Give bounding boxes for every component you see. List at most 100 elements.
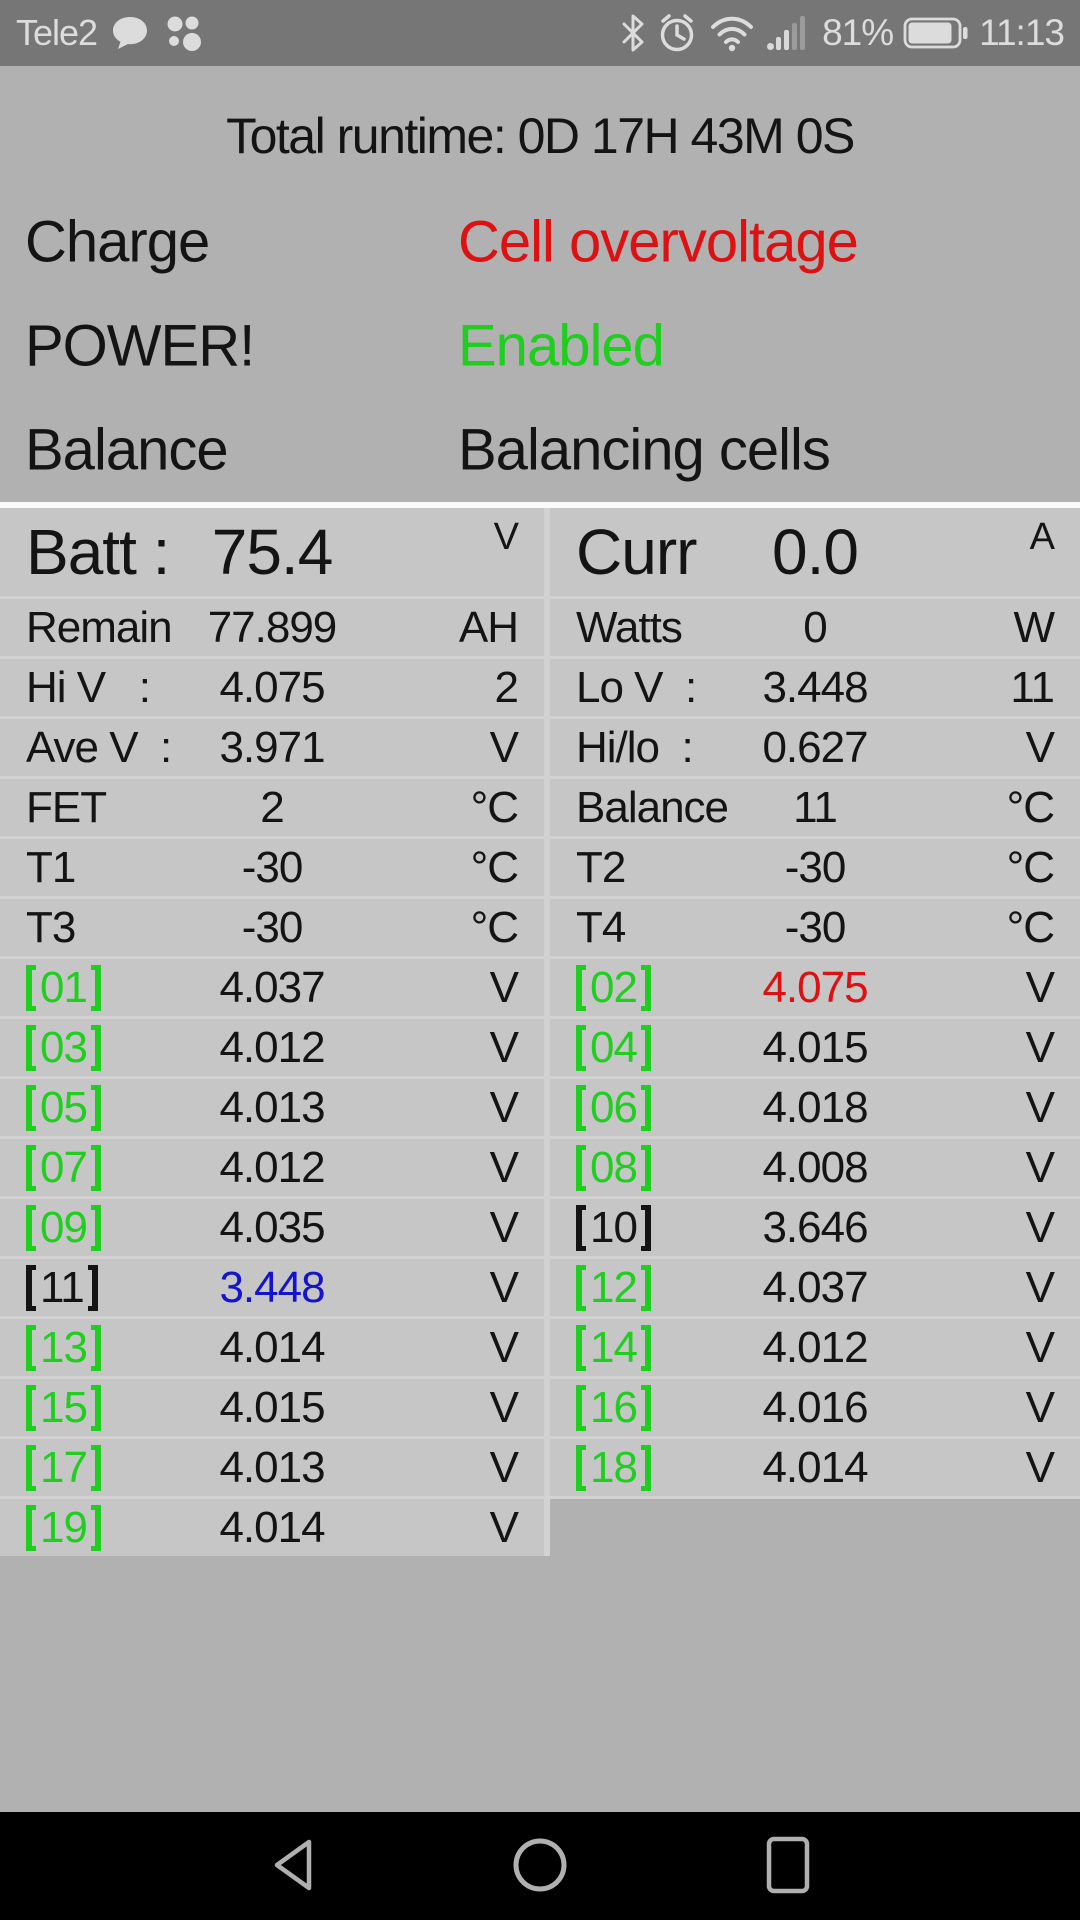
battery-cell-row: 07 4.012 V bbox=[0, 1139, 544, 1196]
cell-voltage-unit: V bbox=[1025, 1262, 1055, 1312]
cell-unit: °C bbox=[1006, 782, 1055, 832]
cell-label: Hi V : bbox=[26, 662, 151, 712]
left-bracket bbox=[576, 1024, 586, 1071]
cell-unit: W bbox=[1013, 602, 1055, 652]
cell-voltage-value: 4.008 bbox=[762, 1142, 868, 1192]
battery-cell-row: 02 4.075 V bbox=[550, 959, 1080, 1016]
right-bracket bbox=[90, 1084, 101, 1131]
cell-number-label: 06 bbox=[576, 1084, 651, 1131]
table-cell: T3 -30 °C bbox=[0, 899, 544, 956]
left-bracket bbox=[26, 1384, 36, 1431]
cell-voltage-unit: V bbox=[489, 962, 519, 1012]
left-bracket bbox=[26, 964, 36, 1011]
cell-number-label: 11 bbox=[26, 1264, 98, 1311]
back-icon bbox=[267, 1835, 317, 1898]
battery-cell-row: 17 4.013 V bbox=[0, 1439, 544, 1496]
table-cell: Ave V : 3.971 V bbox=[0, 719, 544, 776]
cell-unit: 11 bbox=[1010, 662, 1055, 712]
cell-value: 4.075 bbox=[219, 662, 325, 712]
cell-voltage-value: 4.014 bbox=[219, 1502, 325, 1552]
cell-value: 2 bbox=[260, 782, 285, 832]
cell-value: 77.899 bbox=[207, 602, 338, 652]
bms-data-table: Batt : 75.4 V Curr 0.0 A Remain 77.899 A… bbox=[0, 508, 1080, 1556]
table-cell: T4 -30 °C bbox=[550, 899, 1080, 956]
battery-cell-row: 12 4.037 V bbox=[550, 1259, 1080, 1316]
left-bracket bbox=[576, 1204, 586, 1251]
left-bracket bbox=[26, 1204, 36, 1251]
battery-cell-row: 11 3.448 V bbox=[0, 1259, 544, 1316]
battery-cell-row: 15 4.015 V bbox=[0, 1379, 544, 1436]
empty-cell bbox=[550, 1499, 1080, 1556]
batt-label: Batt : bbox=[26, 516, 170, 588]
cell-voltage-value: 4.012 bbox=[219, 1142, 325, 1192]
right-bracket bbox=[640, 1024, 651, 1071]
cell-voltage-unit: V bbox=[1025, 1382, 1055, 1432]
table-cell: Watts 0 W bbox=[550, 599, 1080, 656]
cell-unit: °C bbox=[1006, 842, 1055, 892]
curr-value: 0.0 bbox=[772, 516, 859, 588]
cell-value: 0.627 bbox=[762, 722, 868, 772]
table-cell: T1 -30 °C bbox=[0, 839, 544, 896]
right-bracket bbox=[640, 1384, 651, 1431]
dots-grid-icon bbox=[163, 13, 203, 53]
curr-unit: A bbox=[1029, 516, 1055, 558]
left-bracket bbox=[26, 1084, 36, 1131]
cell-unit: V bbox=[489, 722, 519, 772]
cell-value: 3.448 bbox=[762, 662, 868, 712]
cell-number-label: 18 bbox=[576, 1444, 651, 1491]
left-bracket bbox=[576, 1264, 586, 1311]
home-button[interactable] bbox=[512, 1834, 568, 1898]
right-bracket bbox=[90, 1144, 101, 1191]
left-bracket bbox=[576, 1144, 586, 1191]
right-bracket bbox=[640, 964, 651, 1011]
cell-number-label: 10 bbox=[576, 1204, 651, 1251]
battery-cell-row: 05 4.013 V bbox=[0, 1079, 544, 1136]
cell-unit: °C bbox=[470, 902, 519, 952]
cell-value: -30 bbox=[784, 842, 847, 892]
cell-voltage-unit: V bbox=[1025, 1082, 1055, 1132]
table-cell: Lo V : 3.448 11 bbox=[550, 659, 1080, 716]
cell-label: Remain bbox=[26, 602, 173, 652]
battery-cell-row: 01 4.037 V bbox=[0, 959, 544, 1016]
cell-number-label: 16 bbox=[576, 1384, 651, 1431]
cell-voltage-value: 4.014 bbox=[219, 1322, 325, 1372]
cell-voltage-value: 4.035 bbox=[219, 1202, 325, 1252]
cell-number-label: 05 bbox=[26, 1084, 101, 1131]
android-nav-bar bbox=[0, 1812, 1080, 1920]
cell-number-label: 03 bbox=[26, 1024, 101, 1071]
cell-number-label: 14 bbox=[576, 1324, 651, 1371]
cell-voltage-value: 4.016 bbox=[762, 1382, 868, 1432]
cell-number-label: 07 bbox=[26, 1144, 101, 1191]
cell-unit: AH bbox=[458, 602, 519, 652]
recents-button[interactable] bbox=[760, 1834, 816, 1898]
left-bracket bbox=[576, 1444, 586, 1491]
cell-value: 11 bbox=[793, 782, 838, 832]
clock-label: 11:13 bbox=[979, 12, 1065, 53]
bms-status-rows: Charge Cell overvoltage POWER! Enabled B… bbox=[0, 190, 1080, 502]
back-button[interactable] bbox=[264, 1834, 320, 1898]
cell-voltage-unit: V bbox=[1025, 1202, 1055, 1252]
left-bracket bbox=[26, 1144, 36, 1191]
table-cell: T2 -30 °C bbox=[550, 839, 1080, 896]
batt-value: 75.4 bbox=[211, 516, 334, 588]
battery-cell-row: 06 4.018 V bbox=[550, 1079, 1080, 1136]
left-bracket bbox=[576, 1084, 586, 1131]
cell-number-label: 01 bbox=[26, 964, 101, 1011]
cell-voltage-value: 4.075 bbox=[762, 962, 868, 1012]
cell-voltage-unit: V bbox=[489, 1262, 519, 1312]
cell-number-label: 17 bbox=[26, 1444, 101, 1491]
left-bracket bbox=[576, 1324, 586, 1371]
table-cell: FET 2 °C bbox=[0, 779, 544, 836]
cell-voltage-unit: V bbox=[1025, 1022, 1055, 1072]
right-bracket bbox=[640, 1444, 651, 1491]
cell-label: T2 bbox=[576, 842, 626, 892]
status-row-value: Enabled bbox=[458, 313, 665, 379]
battery-cell-row: 19 4.014 V bbox=[0, 1499, 544, 1556]
battery-icon bbox=[903, 14, 969, 52]
cell-label: T1 bbox=[26, 842, 76, 892]
battery-cell-row: 08 4.008 V bbox=[550, 1139, 1080, 1196]
cell-number-label: 13 bbox=[26, 1324, 101, 1371]
right-bracket bbox=[90, 1324, 101, 1371]
battery-cell-row: 04 4.015 V bbox=[550, 1019, 1080, 1076]
cell-value: -30 bbox=[784, 902, 847, 952]
